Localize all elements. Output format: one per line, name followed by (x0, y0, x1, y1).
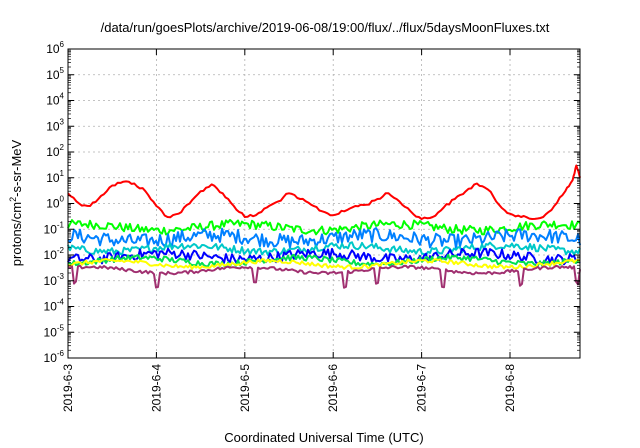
x-tick-label: 2019-6-8 (503, 364, 517, 412)
x-tick-label: 2019-6-5 (238, 364, 252, 412)
series-line-0 (67, 164, 581, 220)
series-line-2 (67, 227, 581, 250)
series-line-1 (67, 218, 581, 236)
series-line-4 (67, 247, 581, 266)
y-tick-label: 10-3 (44, 272, 65, 288)
series-line-5 (67, 253, 581, 268)
x-tick-label: 2019-6-4 (149, 364, 163, 412)
x-tick-label: 2019-6-3 (61, 364, 75, 412)
y-tick-label: 10-6 (44, 349, 65, 365)
series-line-7 (67, 264, 581, 289)
y-tick-label: 103 (46, 117, 64, 133)
series-group (67, 164, 581, 289)
x-tick-label: 2019-6-6 (326, 364, 340, 412)
y-tick-label: 10-2 (44, 246, 65, 262)
axis-ticks (67, 48, 580, 359)
y-tick-label: 105 (46, 66, 64, 82)
chart-title: /data/run/goesPlots/archive/2019-06-08/1… (101, 20, 550, 35)
y-tick-label: 104 (46, 92, 64, 108)
x-tick-labels: 2019-6-3 2019-6-4 2019-6-5 2019-6-6 2019-6-7… (61, 364, 517, 412)
y-tick-label: 100 (46, 195, 64, 211)
x-tick-label: 2019-6-7 (415, 364, 429, 412)
y-tick-label: 10-5 (44, 323, 65, 339)
series-line-6 (67, 258, 581, 270)
y-tick-labels: 10-6 10-5 10-4 10-3 10-2 10-1 100 101 102 103 104 1… (44, 40, 65, 365)
x-axis-label: Coordinated Universal Time (UTC) (224, 430, 423, 445)
y-axis-label: protons/cm2-s-sr-MeV (8, 139, 24, 266)
y-tick-label: 10-1 (44, 220, 65, 236)
y-tick-label: 101 (46, 169, 64, 185)
grid-lines (68, 49, 580, 358)
y-tick-label: 106 (46, 40, 64, 56)
y-tick-label: 10-4 (44, 298, 65, 314)
y-tick-label: 102 (46, 143, 64, 159)
